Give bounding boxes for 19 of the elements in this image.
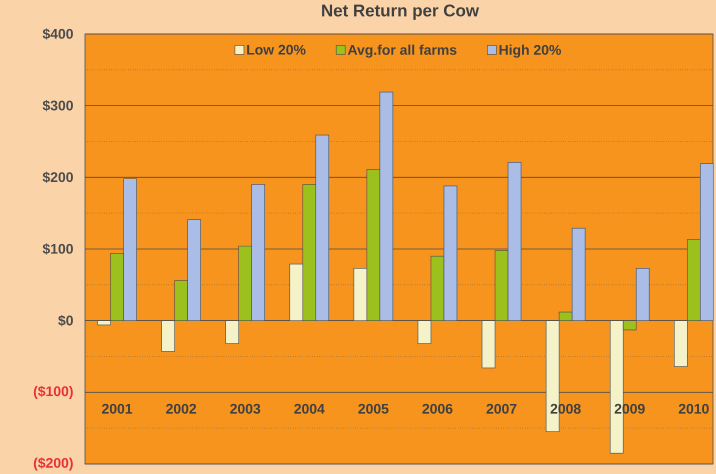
- legend-label: Low 20%: [247, 44, 306, 55]
- y-tick-label: $200: [42, 172, 73, 184]
- x-tick-label: 2006: [422, 404, 452, 414]
- x-tick-label: 2005: [358, 404, 388, 414]
- x-tick-label: 2001: [102, 404, 132, 414]
- x-tick-label: 2007: [486, 404, 516, 414]
- legend-label: Avg.for all farms: [348, 44, 456, 58]
- y-tick-label: $400: [42, 28, 73, 40]
- x-tick-label: 2002: [166, 404, 196, 414]
- y-tick-label: $300: [42, 100, 73, 112]
- y-tick-label: ($200): [34, 457, 73, 471]
- x-tick-label: 2004: [294, 404, 325, 414]
- y-tick-label: $0: [58, 314, 73, 326]
- legend-label: High 20%: [500, 44, 562, 58]
- x-tick-label: 2003: [230, 404, 260, 414]
- y-tick-label: $100: [42, 243, 73, 255]
- x-tick-label: 2010: [678, 404, 709, 414]
- chart-title: Net Return per Cow: [322, 4, 480, 20]
- y-tick-label: ($100): [34, 386, 73, 399]
